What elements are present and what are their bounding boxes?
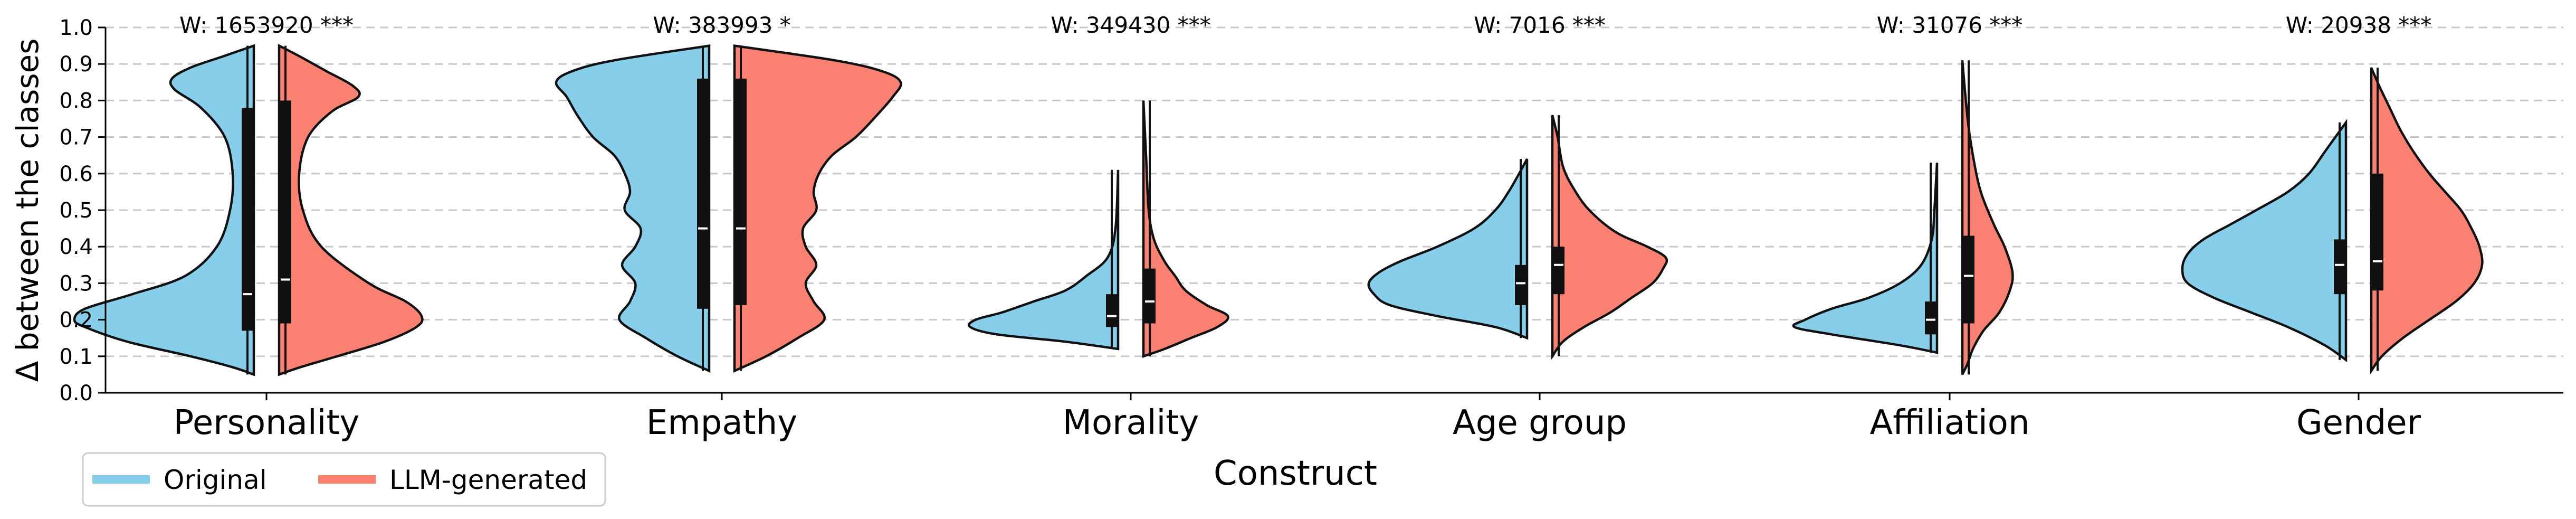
y-ticks: 0.0 0.1 0.2 0.3 0.4 0.5 0.6 0.7 0.8 0.9 1.0 bbox=[59, 16, 106, 405]
violin-llm-generated-affiliation bbox=[1961, 60, 2014, 375]
violin-original-empathy bbox=[555, 44, 711, 373]
violin-original-gender bbox=[2181, 118, 2348, 363]
y-tick-label: 0.0 bbox=[59, 381, 93, 405]
violin-original-morality bbox=[968, 169, 1120, 351]
wilcoxon-labels: W: 1653920 *** W: 383993 * W: 349430 *** W:… bbox=[179, 12, 2431, 38]
x-tick-label: Personality bbox=[174, 403, 360, 442]
y-tick-label: 0.6 bbox=[59, 162, 93, 186]
violin-original-age-group bbox=[1367, 158, 1529, 340]
iqr-box-original bbox=[697, 78, 709, 309]
iqr-box-original bbox=[242, 108, 253, 331]
y-tick-label: 0.7 bbox=[59, 126, 93, 150]
y-tick-label: 1.0 bbox=[59, 16, 93, 40]
wilcoxon-label: W: 383993 * bbox=[653, 12, 790, 38]
x-tick-label: Empathy bbox=[646, 403, 797, 442]
x-tick-label: Gender bbox=[2296, 403, 2421, 442]
x-tick-label: Morality bbox=[1063, 403, 1199, 442]
y-tick-label: 0.5 bbox=[59, 199, 93, 223]
y-tick-label: 0.1 bbox=[59, 345, 93, 369]
y-tick-label: 0.9 bbox=[59, 52, 93, 77]
iqr-box-llm-generated bbox=[2372, 173, 2383, 291]
x-axis-label: Construct bbox=[1214, 454, 1377, 493]
y-tick-label: 0.8 bbox=[59, 89, 93, 113]
wilcoxon-label: W: 20938 *** bbox=[2286, 12, 2432, 38]
wilcoxon-label: W: 31076 *** bbox=[1877, 12, 2023, 38]
iqr-box-original bbox=[1106, 294, 1118, 327]
iqr-box-original bbox=[2334, 239, 2345, 295]
iqr-box-llm-generated bbox=[735, 78, 747, 305]
iqr-box-llm-generated bbox=[1963, 235, 1974, 324]
wilcoxon-label: W: 349430 *** bbox=[1051, 12, 1210, 38]
iqr-box-llm-generated bbox=[1553, 247, 1564, 295]
x-tick-label: Affiliation bbox=[1869, 403, 2029, 442]
legend-label-llm-generated: LLM-generated bbox=[389, 465, 587, 495]
wilcoxon-label: W: 7016 *** bbox=[1474, 12, 1606, 38]
iqr-box-llm-generated bbox=[1144, 268, 1156, 324]
x-ticks: Personality Empathy Morality Age group Affil… bbox=[174, 393, 2421, 442]
y-axis-label: Δ between the classes bbox=[9, 39, 45, 382]
y-tick-label: 0.3 bbox=[59, 271, 93, 296]
y-tick-label: 0.2 bbox=[59, 308, 93, 333]
iqr-box-llm-generated bbox=[280, 100, 291, 324]
legend-label-original: Original bbox=[164, 465, 267, 495]
iqr-box-original bbox=[1515, 265, 1526, 305]
y-tick-label: 0.4 bbox=[59, 235, 93, 259]
violin-original-affiliation bbox=[1792, 162, 1939, 354]
violin-llm-generated-personality bbox=[278, 43, 424, 376]
grid-lines bbox=[106, 26, 2563, 357]
x-tick-label: Age group bbox=[1453, 403, 1627, 442]
violin-llm-generated-gender bbox=[2370, 67, 2484, 375]
legend: Original LLM-generated bbox=[82, 452, 606, 507]
violins bbox=[73, 43, 2484, 376]
violin-original-personality bbox=[73, 44, 255, 376]
violin-llm-generated-empathy bbox=[733, 44, 902, 373]
iqr-box-original bbox=[1925, 301, 1936, 335]
wilcoxon-label: W: 1653920 *** bbox=[179, 12, 354, 38]
violin-llm-generated-morality bbox=[1142, 100, 1229, 358]
violin-llm-generated-age-group bbox=[1551, 115, 1668, 360]
